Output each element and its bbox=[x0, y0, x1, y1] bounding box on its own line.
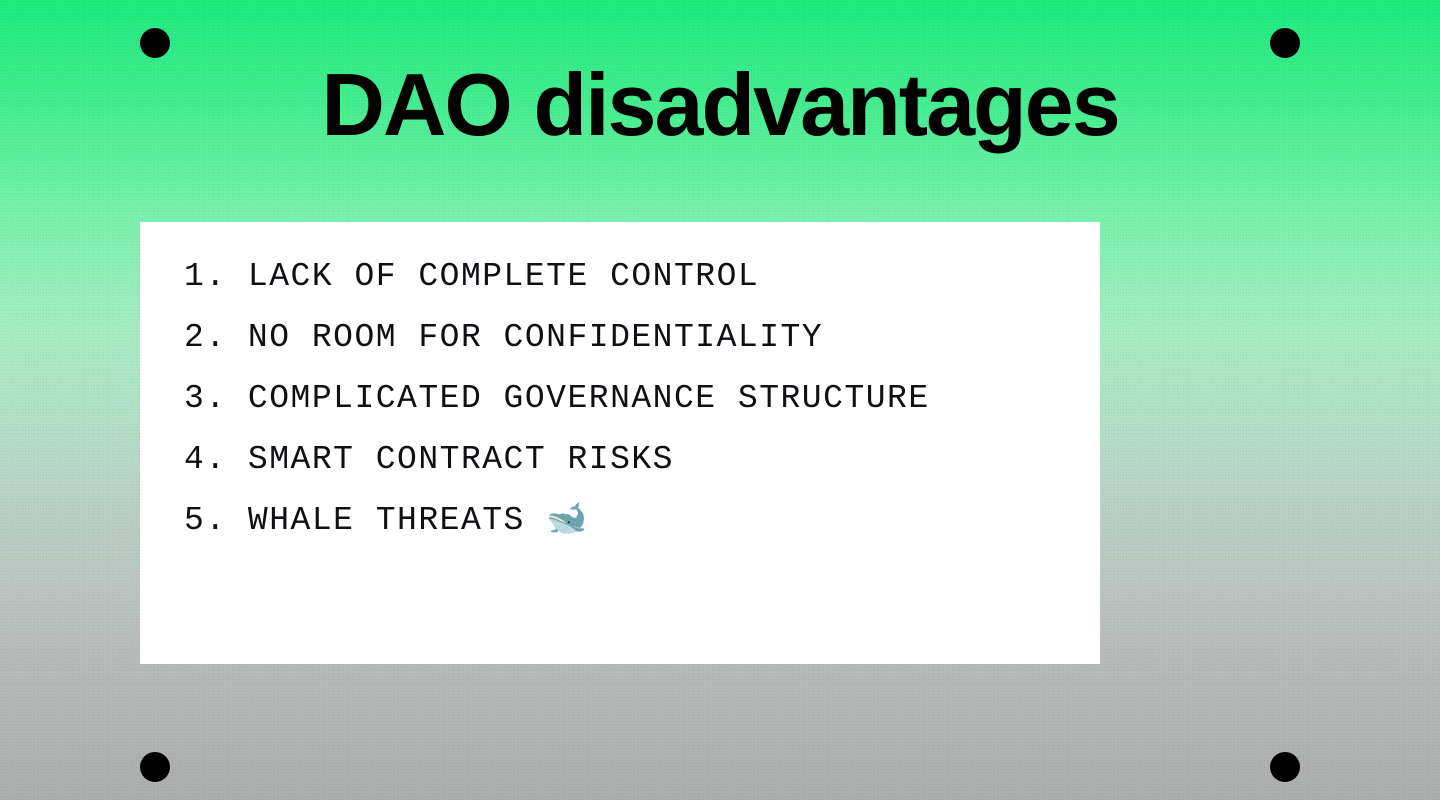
corner-dot-bottom-right bbox=[1270, 752, 1300, 782]
list-item: COMPLICATED GOVERNANCE STRUCTURE bbox=[184, 382, 1056, 415]
list-item: SMART CONTRACT RISKS bbox=[184, 443, 1056, 476]
disadvantage-list: LACK OF COMPLETE CONTROL NO ROOM FOR CON… bbox=[184, 260, 1056, 537]
list-item: LACK OF COMPLETE CONTROL bbox=[184, 260, 1056, 293]
list-item: WHALE THREATS 🐋 bbox=[184, 504, 1056, 537]
content-card: LACK OF COMPLETE CONTROL NO ROOM FOR CON… bbox=[140, 222, 1100, 664]
corner-dot-bottom-left bbox=[140, 752, 170, 782]
slide-title: DAO disadvantages bbox=[0, 54, 1440, 156]
list-item: NO ROOM FOR CONFIDENTIALITY bbox=[184, 321, 1056, 354]
